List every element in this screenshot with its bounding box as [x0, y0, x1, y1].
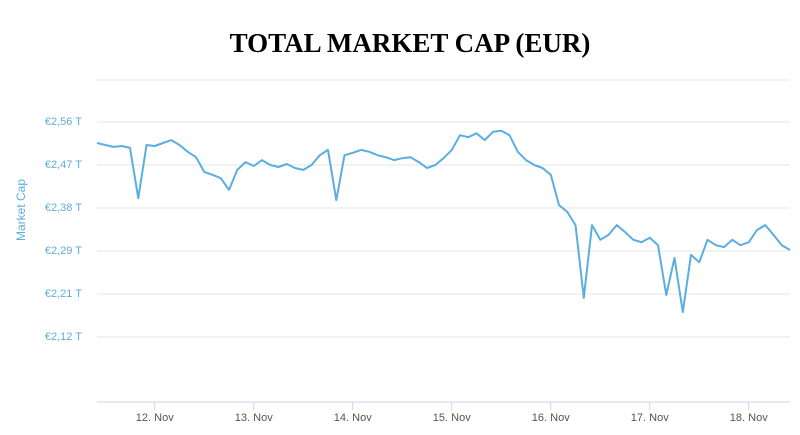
x-tick-label: 12. Nov — [136, 412, 174, 424]
y-tick-label: €2,21 T — [45, 288, 82, 300]
y-tick-label: €2,47 T — [45, 159, 82, 171]
x-tick-label: 18. Nov — [730, 412, 768, 424]
data-line — [96, 129, 791, 314]
x-tick-label: 16. Nov — [532, 412, 570, 424]
y-tick-label: €2,12 T — [45, 331, 82, 343]
y-tick-label: €2,29 T — [45, 245, 82, 257]
x-tick-label: 13. Nov — [235, 412, 273, 424]
chart-title: TOTAL MARKET CAP (EUR) — [230, 28, 591, 58]
y-tick-label: €2,38 T — [45, 202, 82, 214]
x-tick-label: 14. Nov — [334, 412, 372, 424]
x-tick-label: 15. Nov — [433, 412, 471, 424]
y-axis-title: Market Cap — [14, 179, 28, 241]
x-tick-label: 17. Nov — [631, 412, 669, 424]
y-tick-label: €2,56 T — [45, 116, 82, 128]
